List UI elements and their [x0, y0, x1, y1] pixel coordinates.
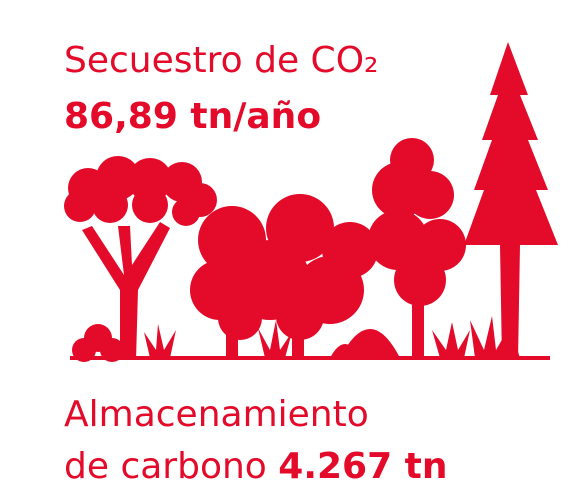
page: CO2 {"header": {"label": "Secuestro de C…	[0, 0, 586, 492]
acacia-tree	[64, 156, 217, 360]
storage-value: 4.267 tn	[278, 446, 447, 487]
body: Secuestro de CO₂ 86,89 tn/año Almacenami…	[0, 0, 586, 492]
sequestration-value: 86,89 tn/año	[64, 96, 321, 137]
storage-label-line2: de carbono	[64, 446, 267, 487]
pine-tree	[464, 42, 558, 360]
infographic: Secuestro de CO₂ 86,89 tn/año Almacenami…	[0, 0, 586, 492]
broad-tree	[190, 194, 378, 360]
storage-label-line1: Almacenamiento	[64, 394, 369, 435]
storage-line2: de carbono 4.267 tn	[64, 446, 448, 487]
sequestration-label: Secuestro de CO₂	[64, 40, 378, 81]
